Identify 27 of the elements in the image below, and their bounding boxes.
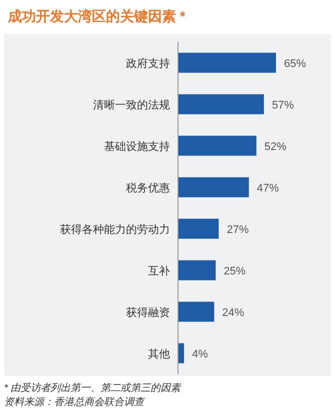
- text: * 由受访者列出第一、第二或第三的因素: [4, 382, 182, 394]
- bar: [178, 302, 214, 322]
- data-label: 52%: [264, 140, 287, 153]
- y-tick-label: 政府支持: [126, 56, 170, 70]
- data-label: 57%: [272, 99, 294, 112]
- data-label: 47%: [256, 182, 280, 194]
- bar: [178, 343, 184, 364]
- bar: [178, 52, 276, 73]
- y-tick-label: 税务优惠: [126, 181, 170, 194]
- y-tick-label: 基础设施支持: [104, 140, 170, 153]
- data-label: 4%: [192, 348, 208, 360]
- bar: [178, 218, 219, 239]
- chart-title: 成功开发大湾区的关键因素 *: [7, 8, 186, 24]
- data-label: 24%: [222, 306, 244, 319]
- y-tick-label: 其他: [148, 347, 170, 360]
- data-label: 27%: [226, 224, 249, 236]
- y-tick-label: 获得各种能力的劳动力: [60, 222, 170, 236]
- y-tick-label: 获得融资: [126, 306, 170, 319]
- y-tick-label: 清晰一致的法规: [93, 98, 170, 112]
- y-tick-label: 互补: [148, 264, 170, 278]
- bar: [178, 260, 216, 280]
- bar: [178, 136, 256, 156]
- bar: [178, 177, 249, 198]
- data-label: 65%: [284, 58, 306, 70]
- data-label: 25%: [224, 265, 246, 278]
- text: 资料来源：香港总商会联合调查: [4, 396, 146, 408]
- bar: [178, 94, 264, 114]
